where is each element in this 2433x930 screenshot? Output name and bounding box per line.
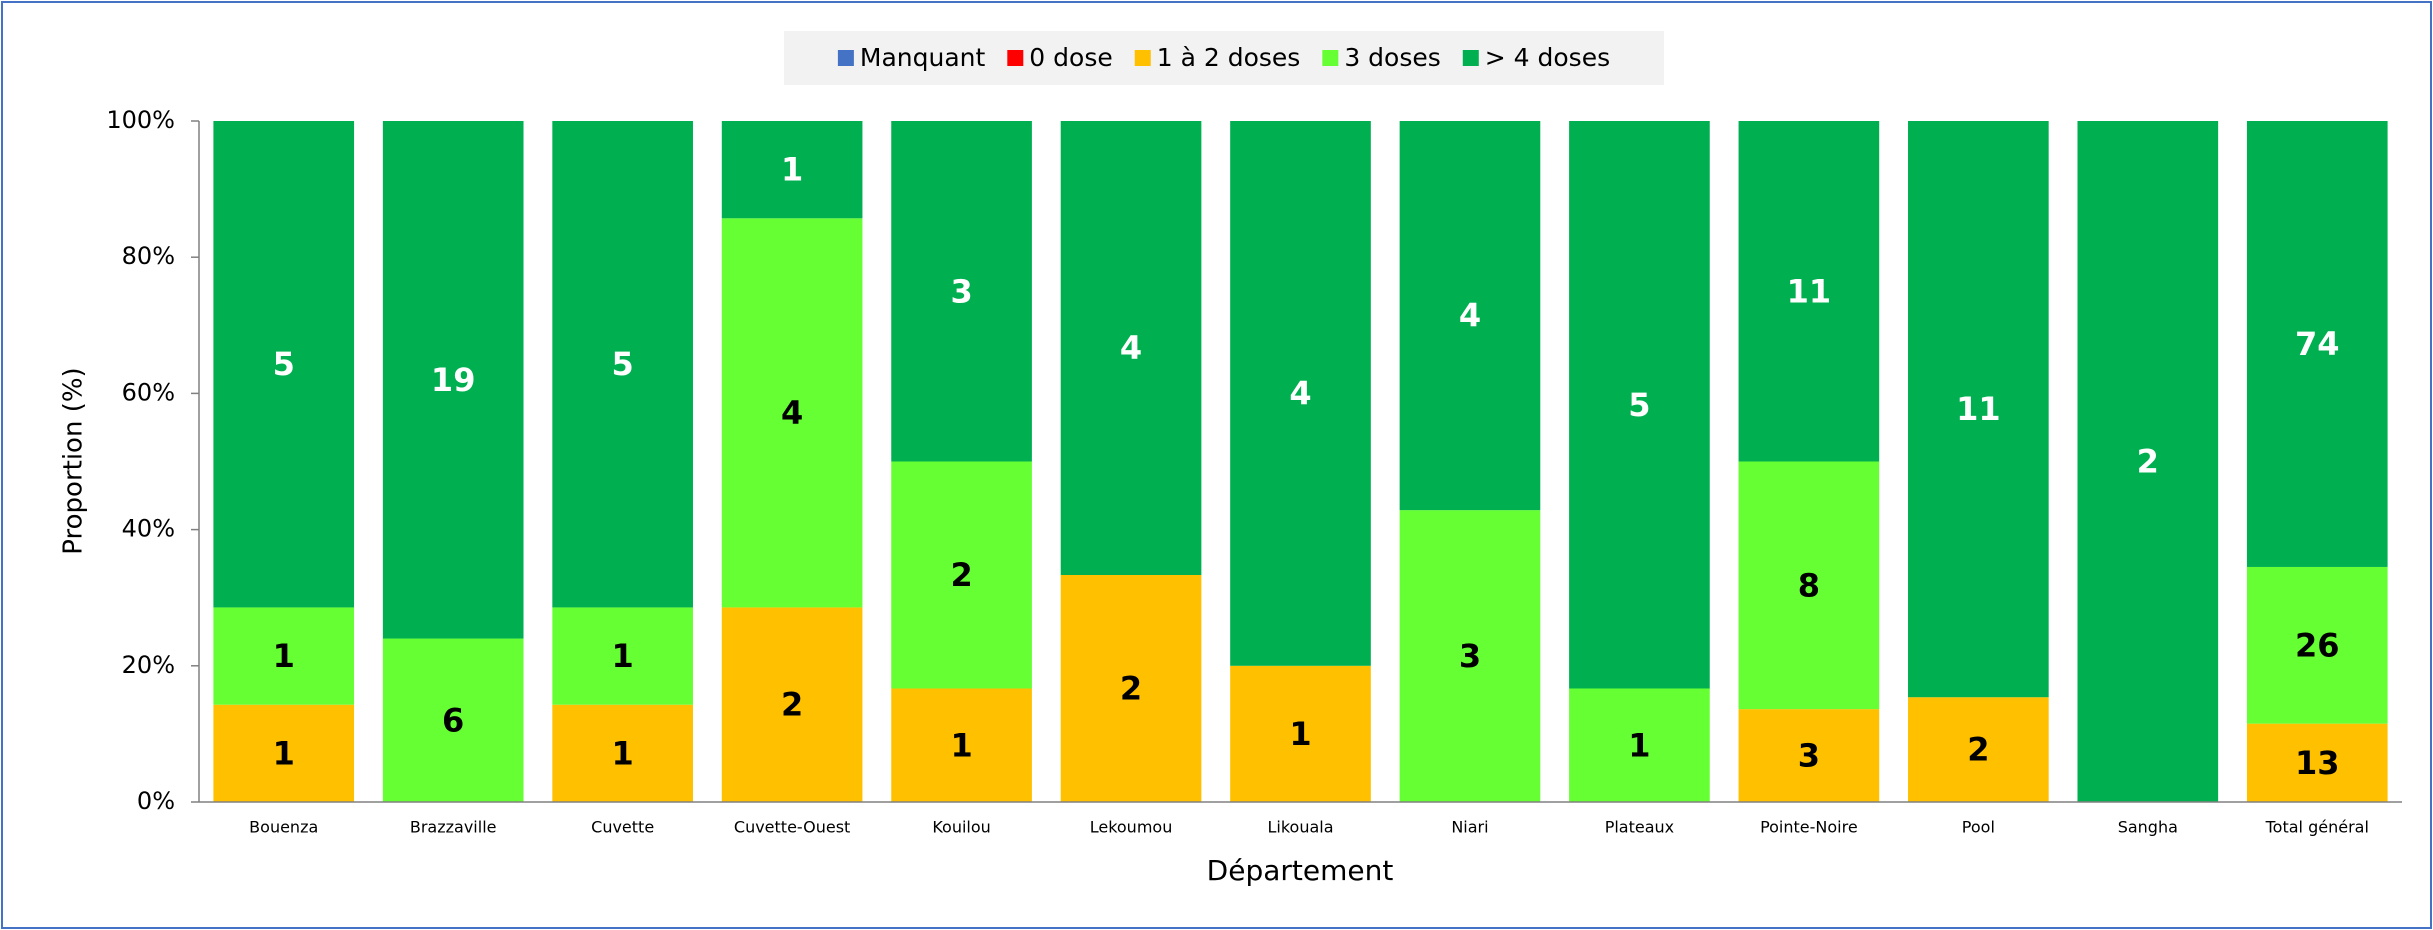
data-label: 11 [1787,272,1832,310]
bar-segment [721,607,863,802]
data-label: 11 [1956,390,2001,428]
bar-segment [1908,697,2049,802]
data-label: 13 [2295,744,2340,782]
x-tick-label: Plateaux [1605,818,1674,837]
bar-segment [891,688,1032,802]
bar-segment [1738,461,1880,710]
legend-label: 3 doses [1344,43,1440,72]
bar-segment [891,121,1032,462]
y-tick-label: 20% [122,651,175,679]
bar-segment [213,607,355,705]
bar-segment [2246,121,2388,567]
data-label: 3 [1798,737,1820,775]
bar-segment [382,121,524,639]
data-label: 6 [442,701,464,739]
bar-segment [382,638,524,802]
y-tick-label: 60% [122,378,175,406]
data-label: 1 [612,637,634,675]
bar-segment [213,704,355,802]
x-tick-label: Bouenza [249,818,318,837]
x-tick-label: Cuvette-Ouest [734,818,850,837]
data-label: 3 [1459,637,1481,675]
data-label: 8 [1798,566,1820,604]
data-label: 4 [1289,374,1311,412]
data-label: 74 [2295,325,2340,363]
data-label: 5 [1628,386,1650,424]
data-label: 19 [431,361,476,399]
x-axis-title: Département [1207,854,1394,887]
data-label: 1 [950,726,972,764]
bar-segment [213,121,355,608]
data-label: 2 [1967,731,1989,769]
y-tick-label: 80% [122,242,175,270]
legend-label: > 4 doses [1485,43,1610,72]
bar-segment [1230,121,1371,666]
x-tick-label: Pointe-Noire [1760,818,1858,837]
bar-segment [1569,121,1710,689]
legend-swatch [837,50,854,66]
bar-segment [1399,121,1541,511]
bar-segment [1738,121,1880,462]
y-tick-label: 100% [106,106,175,134]
data-label: 1 [273,734,295,772]
bar-segment [721,121,863,219]
data-label: 3 [950,272,972,310]
x-tick-label: Likouala [1267,818,1333,837]
data-label: 2 [1120,670,1142,708]
data-label: 2 [2137,443,2159,481]
data-label: 1 [1289,715,1311,753]
legend-swatch [1134,50,1151,66]
legend-swatch [1007,50,1024,66]
y-tick-label: 40% [122,515,175,543]
bar-segment [552,704,693,802]
x-tick-label: Kouilou [932,818,990,837]
x-tick-label: Cuvette [591,818,654,837]
bar-segment [721,218,863,608]
bar-segment [552,607,693,705]
bar-segment [891,461,1032,689]
legend-box [784,31,1664,85]
data-label: 2 [781,686,803,724]
legend-label: 0 dose [1029,43,1112,72]
data-label: 2 [950,556,972,594]
x-tick-label: Niari [1451,818,1488,837]
data-label: 5 [273,345,295,383]
data-label: 4 [1459,297,1481,335]
data-label: 1 [612,734,634,772]
legend-label: Manquant [860,43,986,72]
bar-segment [1738,709,1880,802]
bar-segment [2246,723,2388,802]
data-label: 4 [1120,329,1142,367]
x-tick-label: Lekoumou [1090,818,1173,837]
data-label: 1 [781,151,803,189]
legend-label: 1 à 2 doses [1157,43,1301,72]
legend-swatch [1462,50,1479,66]
bar-segment [1908,121,2049,698]
data-label: 5 [612,345,634,383]
x-tick-label: Total général [2265,818,2369,837]
x-tick-label: Sangha [2118,818,2178,837]
bar-segment [552,121,693,608]
data-label: 26 [2295,626,2340,664]
bar-segment [1399,510,1541,802]
y-tick-label: 0% [137,787,175,815]
y-axis-title: Proportion (%) [59,367,89,554]
legend-swatch [1322,50,1339,66]
x-tick-label: Brazzaville [410,818,497,837]
x-tick-label: Pool [1962,818,1995,837]
bar-segment [1569,688,1710,802]
data-label: 1 [273,637,295,675]
bar-segment [1060,121,1202,575]
bar-segment [1060,575,1202,802]
data-label: 4 [781,394,803,432]
bar-segment [1230,665,1371,802]
data-label: 1 [1628,726,1650,764]
bar-segment [2246,566,2388,724]
bar-segment [2077,121,2219,802]
